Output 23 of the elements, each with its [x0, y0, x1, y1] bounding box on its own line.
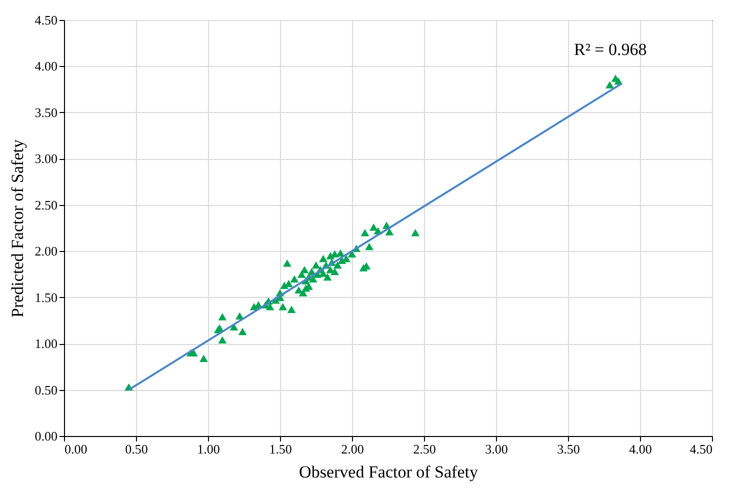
x-tick-label: 2.00: [341, 442, 364, 456]
y-tick-label: 2.00: [34, 244, 58, 259]
y-tick-label: 3.00: [34, 151, 58, 166]
x-tick-label: 1.50: [269, 442, 292, 456]
x-tick-label: 3.00: [485, 442, 508, 456]
x-tick-label: 4.00: [629, 442, 652, 456]
y-axis-title: Predicted Factor of Safety: [8, 139, 27, 318]
y-tick-label: 2.50: [34, 197, 58, 212]
x-tick-label: 1.00: [197, 442, 220, 456]
x-tick-label: 3.50: [557, 442, 580, 456]
y-tick-label: 4.50: [34, 12, 58, 28]
y-tick-label: 4.00: [34, 58, 58, 74]
y-tick-label: 1.50: [34, 290, 58, 305]
y-tick-label: 3.50: [34, 104, 58, 120]
x-axis-title: Observed Factor of Safety: [299, 462, 478, 482]
x-tick-label: 0.50: [125, 442, 148, 456]
x-tick-label: 0.00: [64, 442, 88, 456]
x-tick-label: 4.50: [690, 442, 712, 456]
x-tick-label: 2.50: [413, 442, 436, 456]
y-tick-label: 0.00: [34, 428, 58, 444]
y-tick-label: 0.50: [34, 382, 58, 398]
y-tick-label: 1.00: [34, 336, 58, 352]
annotation: R² = 0.968: [574, 40, 647, 59]
